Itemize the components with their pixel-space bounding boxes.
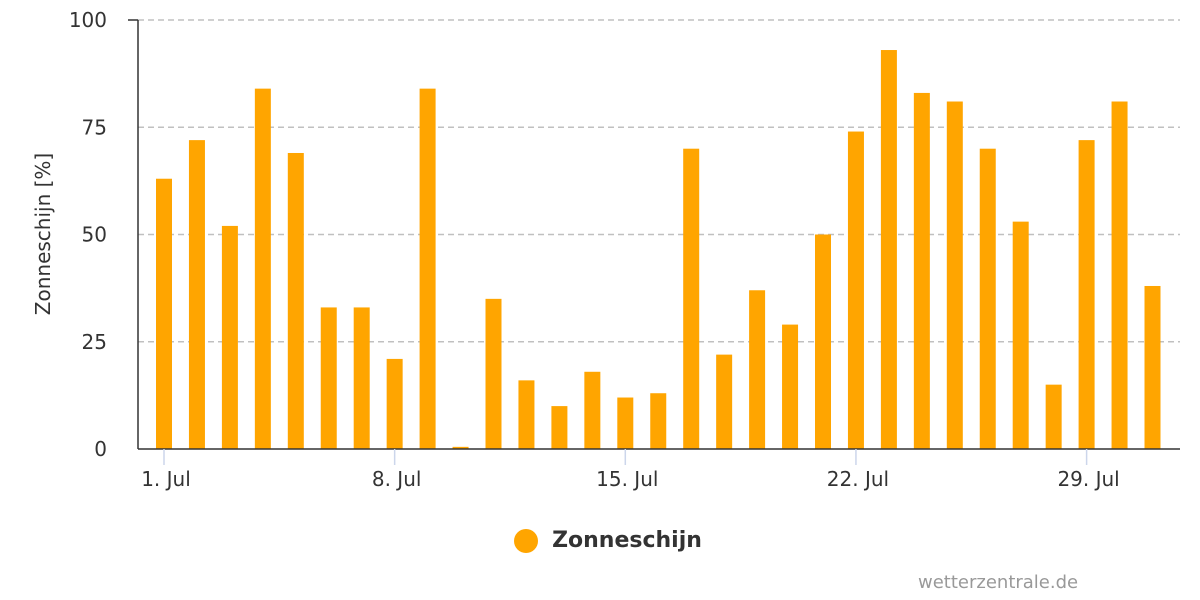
bar-day-4[interactable] xyxy=(254,88,271,449)
bar-day-25[interactable] xyxy=(946,101,963,449)
bar-day-17[interactable] xyxy=(683,148,700,449)
y-tick-label: 50 xyxy=(82,223,107,247)
y-tick-labels: 0 25 50 75 100 xyxy=(69,8,107,461)
bar-day-22[interactable] xyxy=(847,131,864,450)
bar-day-5[interactable] xyxy=(287,152,304,450)
y-tick-label: 25 xyxy=(82,330,107,354)
grid-lines xyxy=(138,19,1180,343)
y-axis-title: Zonneschijn [%] xyxy=(31,153,55,315)
bars-group xyxy=(156,50,1161,450)
bar-day-31[interactable] xyxy=(1144,285,1161,449)
bar-day-28[interactable] xyxy=(1045,384,1062,449)
bar-day-18[interactable] xyxy=(716,354,733,449)
x-tick-label: 8. Jul xyxy=(372,467,422,491)
bar-day-19[interactable] xyxy=(749,290,766,449)
x-tick-label: 29. Jul xyxy=(1057,467,1119,491)
bar-day-14[interactable] xyxy=(584,371,601,449)
bar-day-9[interactable] xyxy=(419,88,436,449)
bar-day-7[interactable] xyxy=(353,307,370,449)
bar-day-16[interactable] xyxy=(650,393,667,449)
bar-day-23[interactable] xyxy=(880,50,897,449)
y-tick-label: 100 xyxy=(69,8,107,32)
legend[interactable]: Zonneschijn xyxy=(8,528,1200,553)
bar-day-20[interactable] xyxy=(782,324,799,449)
legend-label: Zonneschijn xyxy=(552,528,702,553)
bar-day-8[interactable] xyxy=(386,358,403,449)
y-tick-label: 0 xyxy=(94,437,107,461)
y-tick-label: 75 xyxy=(82,115,107,139)
bar-day-21[interactable] xyxy=(815,234,831,450)
bar-day-26[interactable] xyxy=(979,148,996,449)
bar-day-6[interactable] xyxy=(320,307,337,449)
bar-day-27[interactable] xyxy=(1012,221,1029,449)
bar-day-1[interactable] xyxy=(156,178,172,450)
x-tick-label: 15. Jul xyxy=(596,467,658,491)
bar-day-13[interactable] xyxy=(551,406,568,449)
axes-group xyxy=(128,19,1180,450)
bar-day-11[interactable] xyxy=(485,298,502,449)
x-tick-labels: 1. Jul 8. Jul 15. Jul 22. Jul 29. Jul xyxy=(141,449,1120,491)
bar-day-12[interactable] xyxy=(518,380,535,449)
bar-day-2[interactable] xyxy=(188,140,205,449)
credit-text: wetterzentrale.de xyxy=(918,572,1079,593)
bar-day-30[interactable] xyxy=(1111,101,1128,449)
x-tick-label: 1. Jul xyxy=(141,467,191,491)
bar-day-29[interactable] xyxy=(1078,140,1095,449)
legend-marker xyxy=(514,528,539,553)
bar-day-24[interactable] xyxy=(913,92,930,450)
bar-day-15[interactable] xyxy=(617,397,634,449)
bar-day-10[interactable] xyxy=(452,446,469,449)
x-tick-label: 22. Jul xyxy=(827,467,889,491)
bar-day-3[interactable] xyxy=(221,225,238,449)
